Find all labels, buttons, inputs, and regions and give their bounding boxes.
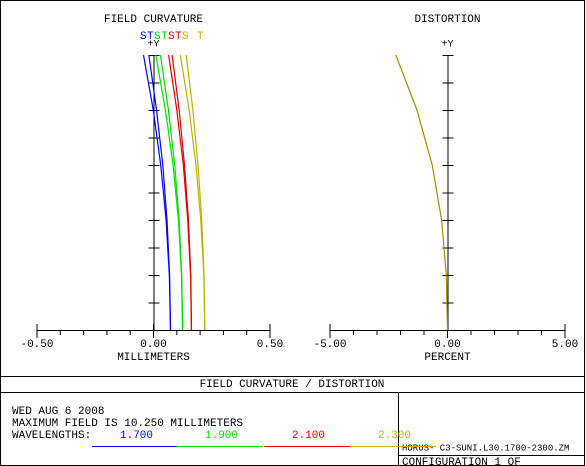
x-tick-label: -5.00 xyxy=(313,339,346,351)
wavelength: 2.300 xyxy=(378,430,411,442)
footer-max-field: MAXIMUM FIELD IS 10.250 MILLIMETERS xyxy=(12,418,243,430)
footer-wavelengths-label: WAVELENGTHS: xyxy=(12,430,91,442)
legend-entry: S xyxy=(168,31,175,43)
legend-entry: T xyxy=(197,31,204,43)
legend-entry: T xyxy=(147,31,154,43)
x-tick-label: 0.50 xyxy=(257,339,283,351)
x-tick-label: 5.00 xyxy=(552,339,578,351)
x-tick-label: 0.00 xyxy=(140,339,166,351)
chart-title: FIELD CURVATURE xyxy=(104,14,203,26)
chart-title: DISTORTION xyxy=(414,14,480,26)
x-axis-label: PERCENT xyxy=(424,352,471,364)
x-axis-label: MILLIMETERS xyxy=(117,352,190,364)
curve xyxy=(179,54,206,331)
curve xyxy=(159,54,184,331)
wavelength: 1.900 xyxy=(205,430,238,442)
legend-entry: S xyxy=(154,31,161,43)
y-axis-label: +Y xyxy=(147,40,159,51)
legend-entry: T xyxy=(161,31,168,43)
curve xyxy=(185,54,206,331)
footer-file: HORUS- C3-SUNI.L30.1700-2300.ZM xyxy=(402,443,569,453)
legend-entry: S xyxy=(140,31,147,43)
y-axis-label: +Y xyxy=(441,40,453,51)
footer-date: WED AUG 6 2008 xyxy=(12,406,104,418)
footer-title: FIELD CURVATURE / DISTORTION xyxy=(200,379,385,391)
curve xyxy=(171,54,193,331)
curve xyxy=(168,54,193,331)
legend-entry: T xyxy=(175,31,182,43)
x-tick-label: -0.50 xyxy=(20,339,53,351)
curve xyxy=(148,54,172,331)
curve xyxy=(395,54,449,331)
footer-config: CONFIGURATION 1 OF xyxy=(402,457,521,466)
wavelength: 1.700 xyxy=(120,430,153,442)
x-tick-label: 0.00 xyxy=(434,339,460,351)
legend-entry: S xyxy=(182,31,189,43)
wavelength: 2.100 xyxy=(292,430,325,442)
